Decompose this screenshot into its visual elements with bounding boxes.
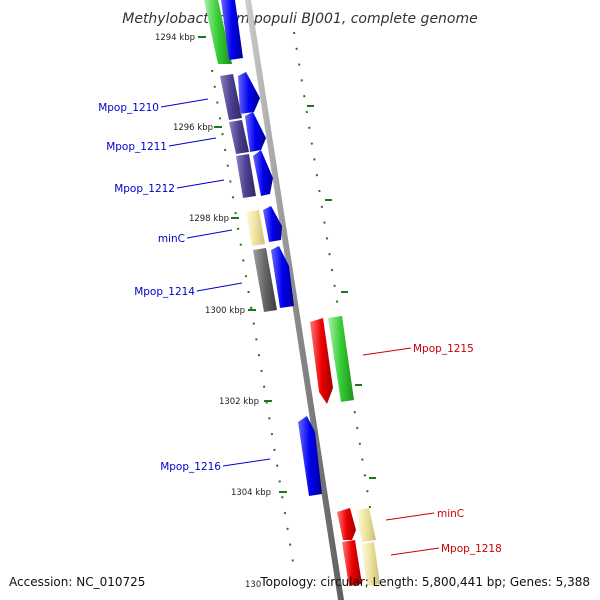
gene-arrow-blue [238,72,260,114]
gene-arrow-red [310,318,333,404]
gene-arrow-red [337,508,356,540]
gene-arrow-blue [263,206,282,242]
gene-arrow-blue [221,0,243,60]
gene-arrow-red [342,540,362,586]
cog-bar-khaki [361,542,380,586]
gene-label: Mpop_1214 [134,286,195,298]
tick-label: 1294 kbp [155,33,195,43]
right-callout-lines [362,347,440,556]
outer-major-ticks [307,105,376,479]
cog-bar-purple [220,74,242,120]
cog-bar-purple [236,154,256,198]
cog-bar-khaki [246,210,265,246]
tick-label: 1298 kbp [189,214,229,224]
left-callout-lines [160,98,271,467]
cog-bar-khaki [356,508,376,542]
cog-bar-gray [253,248,277,312]
gene-label: Mpop_1218 [441,543,502,555]
cog-bar-purple [229,120,249,154]
map-title: Methylobacterium populi BJ001, complete … [122,11,478,27]
gene-arrow-blue [298,416,322,496]
genome-summary-text: Topology: circular; Length: 5,800,441 bp… [259,575,590,589]
tick-label: 1304 kbp [231,488,271,498]
gene-label: minC [437,508,464,520]
gene-arrow-blue [253,150,273,196]
tick-label: 1296 kbp [173,123,213,133]
gene-label: minC [158,233,185,245]
gene-label: Mpop_1210 [98,102,159,114]
inner-major-ticks [198,36,287,493]
tick-label: 1300 kbp [205,306,245,316]
gene-label: Mpop_1216 [160,461,221,473]
accession-text: Accession: NC_010725 [9,575,145,589]
genome-backbone [245,0,344,600]
tick-label: 1302 kbp [219,397,259,407]
cog-bar-green [328,316,354,402]
gene-label: Mpop_1215 [413,343,474,355]
gene-label: Mpop_1212 [114,183,175,195]
gene-arrow-blue [271,246,294,308]
cog-bar-green [204,0,232,64]
gene-label: Mpop_1211 [106,141,167,153]
tick-label-cut: 130 [245,580,261,590]
gene-arrow-blue [245,112,266,152]
